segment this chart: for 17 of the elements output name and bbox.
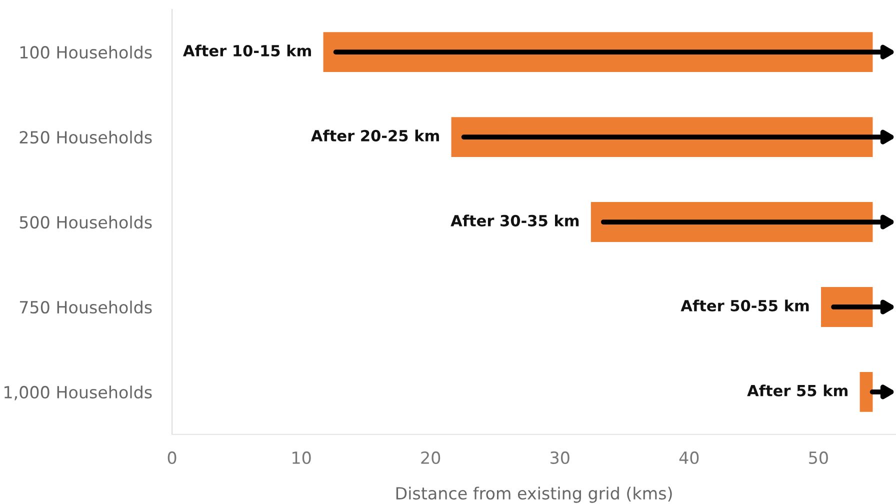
x-tick-label: 20 <box>421 451 440 464</box>
x-tick-label: 50 <box>809 451 828 464</box>
x-tick-label: 30 <box>550 451 570 464</box>
annotation: After 30-35 km <box>450 214 579 226</box>
x-axis-title: Distance from existing grid (kms) <box>396 486 672 503</box>
y-tick-label: 750 Households <box>20 300 152 314</box>
x-tick-label: 40 <box>679 451 699 464</box>
y-tick-label: 100 Households <box>20 46 152 59</box>
annotation: After 10-15 km <box>183 44 311 56</box>
annotation: After 20-25 km <box>310 130 439 142</box>
x-tick-label: 10 <box>292 451 311 464</box>
annotation: After 55 km <box>747 384 848 396</box>
y-tick-label: 500 Households <box>20 216 152 229</box>
annotation: After 50-55 km <box>680 300 809 312</box>
y-tick-label: 250 Households <box>20 130 152 144</box>
x-tick-label: 0 <box>168 451 176 464</box>
y-tick-label: 1,000 Households <box>4 386 152 400</box>
